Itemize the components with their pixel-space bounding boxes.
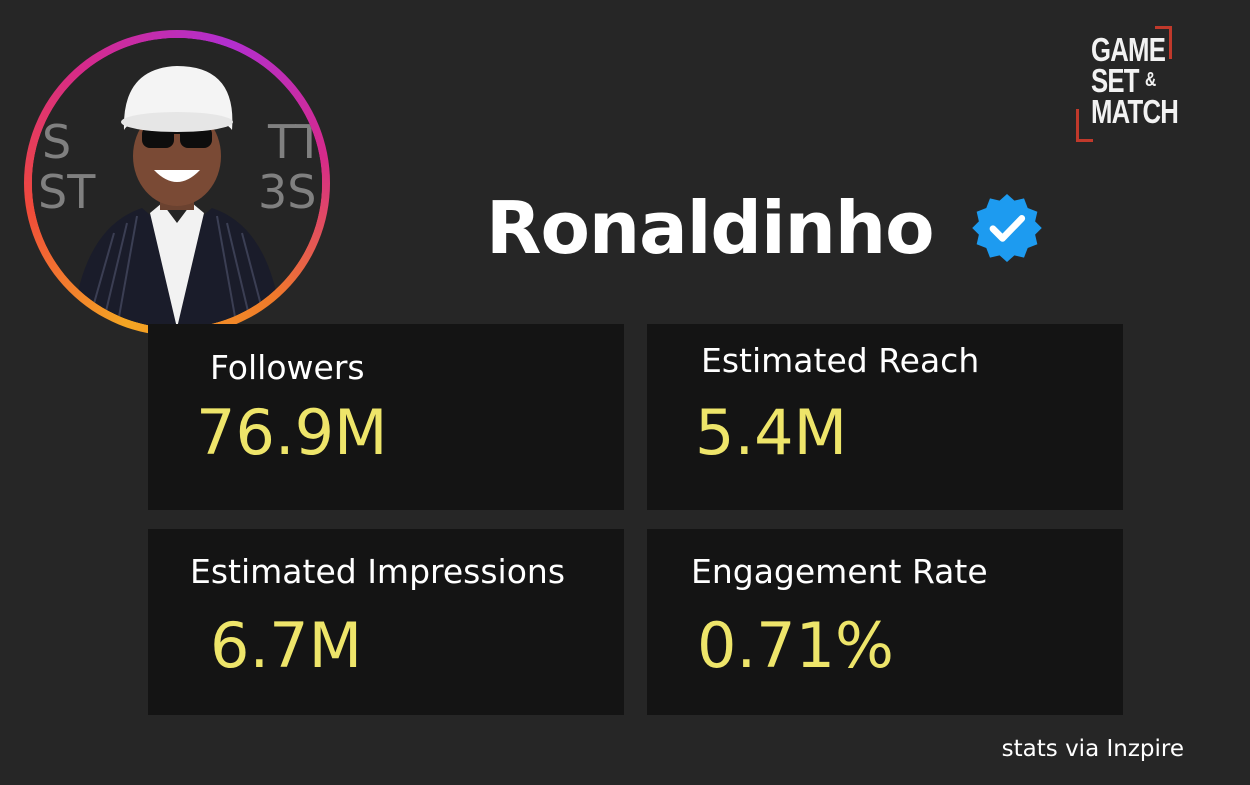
logo-text: GAME SET & MATCH [1091, 31, 1179, 130]
svg-text:3S: 3S [258, 165, 316, 219]
stat-card-estimated-impressions: Estimated Impressions 6.7M [148, 529, 624, 715]
svg-text:TT: TT [267, 115, 322, 169]
stat-card-followers: Followers 76.9M [148, 324, 624, 510]
profile-name: Ronaldinho [486, 186, 935, 270]
logo-word-set: SET [1091, 62, 1140, 99]
stat-card-engagement-rate: Engagement Rate 0.71% [647, 529, 1123, 715]
logo-line-set: SET & [1091, 62, 1178, 99]
stat-value: 5.4M [695, 396, 848, 469]
stat-value: 76.9M [196, 396, 388, 469]
stat-label: Estimated Reach [701, 341, 980, 380]
profile-avatar-ring: S ST TT 3S [24, 30, 330, 336]
stats-credit: stats via Inzpire [1001, 736, 1184, 762]
svg-text:ST: ST [38, 165, 96, 219]
profile-avatar: S ST TT 3S [32, 38, 322, 328]
logo-ampersand: & [1144, 69, 1156, 91]
stat-value: 0.71% [697, 609, 894, 682]
logo-line-match: MATCH [1091, 93, 1179, 130]
stat-card-estimated-reach: Estimated Reach 5.4M [647, 324, 1123, 510]
stat-value: 6.7M [210, 609, 363, 682]
logo-corner-top-right [1155, 26, 1172, 59]
stat-label: Followers [210, 348, 365, 387]
game-set-match-logo: GAME SET & MATCH [1076, 26, 1179, 142]
logo-line-game: GAME [1091, 31, 1166, 68]
stat-label: Estimated Impressions [190, 552, 566, 591]
verified-badge-icon [971, 193, 1042, 263]
svg-text:S: S [42, 115, 71, 169]
profile-header: Ronaldinho [486, 178, 1044, 278]
stat-label: Engagement Rate [691, 552, 988, 591]
logo-corner-bottom-left [1076, 109, 1093, 142]
